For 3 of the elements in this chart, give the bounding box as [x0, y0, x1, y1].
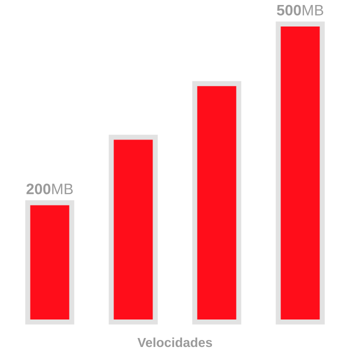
data-label: 500MB	[276, 4, 324, 16]
data-label: 200MB	[26, 184, 73, 194]
x-axis-title: Velocidades	[138, 338, 212, 348]
